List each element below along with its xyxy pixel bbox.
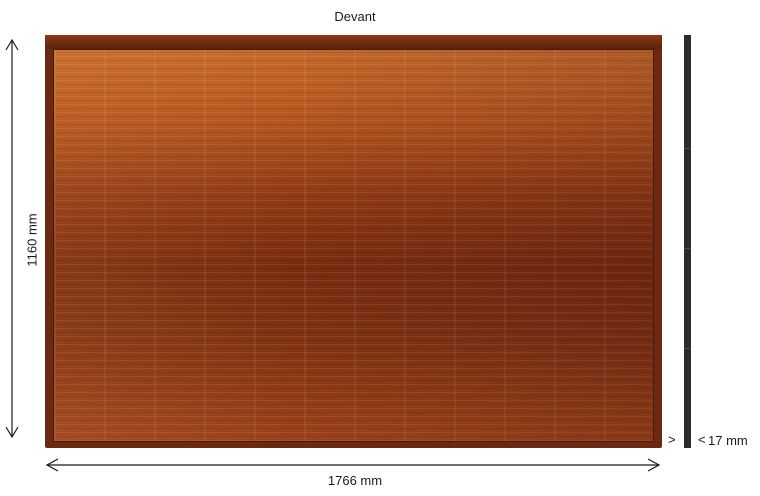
width-dimension-label: 1766 mm	[327, 473, 383, 488]
thickness-arrow-right: <	[698, 432, 706, 447]
thickness-arrow-left: >	[668, 432, 676, 447]
panel-side-edge	[684, 35, 691, 448]
edge-segment-mark	[684, 348, 691, 349]
width-arrow-left	[45, 458, 59, 472]
panel-top-rail	[45, 35, 662, 49]
height-dimension-label: 1160 mm	[24, 213, 40, 267]
height-arrow-top	[5, 38, 19, 51]
edge-segment-mark	[684, 148, 691, 149]
figure-title: Devant	[334, 9, 376, 24]
panel-cell-surface	[53, 49, 654, 442]
width-arrow-right	[647, 458, 661, 472]
edge-segment-mark	[684, 248, 691, 249]
solar-panel-front-view	[45, 35, 662, 448]
thickness-dimension-label: 17 mm	[708, 433, 748, 448]
height-arrow-bottom	[5, 426, 19, 439]
